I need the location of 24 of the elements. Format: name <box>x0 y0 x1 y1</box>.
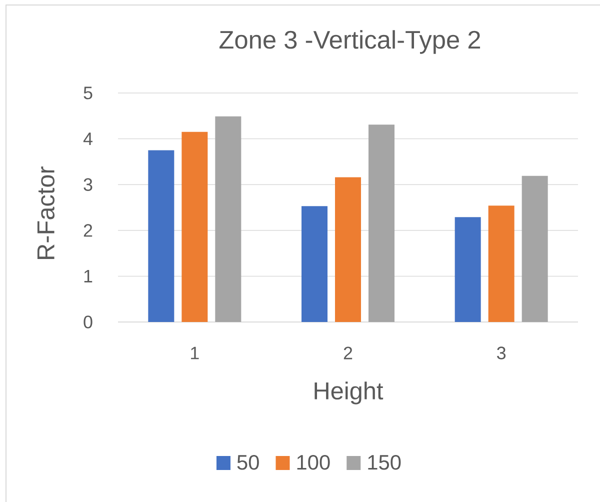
x-tick-label: 3 <box>497 346 506 360</box>
bar <box>302 206 328 322</box>
x-axis-title: Height <box>314 382 384 404</box>
bar <box>335 177 362 322</box>
bar <box>454 217 481 322</box>
x-tick-label: 1 <box>191 346 199 360</box>
bar <box>368 124 395 322</box>
y-tick-label: 2 <box>84 224 92 237</box>
y-tick-label: 5 <box>84 86 92 100</box>
y-tick-label: 0 <box>84 316 92 328</box>
legend-label: 50 <box>237 454 259 470</box>
chart-title: Zone 3 -Vertical-Type 2 <box>219 30 480 54</box>
y-axis-title: R-Factor <box>37 166 55 259</box>
y-tick-label: 4 <box>83 132 92 145</box>
bar <box>148 150 174 322</box>
y-tick-label: 3 <box>84 178 92 191</box>
x-tick-label: 2 <box>344 346 352 360</box>
bar <box>182 132 208 322</box>
legend-label: 150 <box>368 454 401 470</box>
y-tick-label: 1 <box>84 270 92 282</box>
bar <box>522 176 548 322</box>
legend-label: 100 <box>297 454 330 470</box>
bar <box>215 116 242 322</box>
bar <box>488 206 514 322</box>
